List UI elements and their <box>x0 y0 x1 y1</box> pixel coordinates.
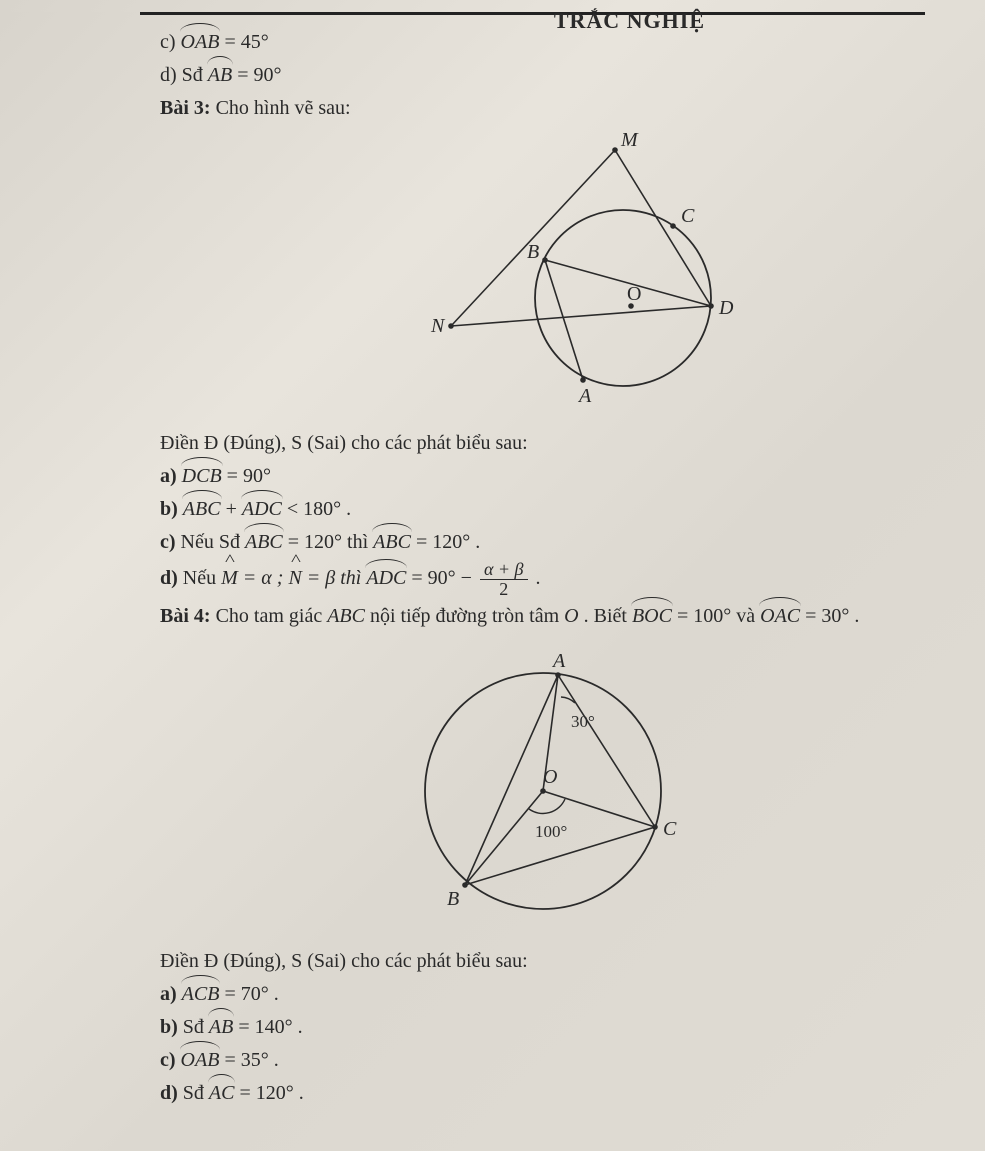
t1: Cho tam giác <box>216 605 323 627</box>
sd: Sđ <box>182 64 203 86</box>
eq: = 90° <box>237 64 281 86</box>
hat-M: M <box>221 563 238 594</box>
svg-text:30°: 30° <box>571 712 595 731</box>
prefix: b) <box>160 1016 178 1038</box>
hat-N: N <box>288 563 301 594</box>
bai3-a: a) DCB = 90° <box>160 461 925 492</box>
eqA: = α ; <box>243 567 284 589</box>
eq: = 35° . <box>224 1049 278 1071</box>
prefix: a) <box>160 465 177 487</box>
arc-AB: AB <box>209 1012 233 1043</box>
mid: = 120° thì <box>288 531 368 553</box>
fraction: α + β 2 <box>480 560 528 599</box>
svg-text:D: D <box>718 297 734 319</box>
rel: < 180° . <box>287 498 351 520</box>
svg-text:N: N <box>430 315 446 337</box>
arc-BOC: BOC <box>632 601 672 632</box>
svg-text:A: A <box>551 650 566 672</box>
content: c) OAB = 45° d) Sđ AB = 90° Bài 3: Cho h… <box>0 15 985 1151</box>
bai3-text: Cho hình vẽ sau: <box>216 97 351 119</box>
arc-OAB: OAB <box>181 27 220 58</box>
prefix: a) <box>160 983 177 1005</box>
arc-ABC-1: ABC <box>245 527 283 558</box>
arc-ACB: ACB <box>182 979 220 1010</box>
svg-text:A: A <box>577 385 592 407</box>
bai4-a: a) ACB = 70° . <box>160 979 925 1010</box>
arc-ABC: ABC <box>183 494 221 525</box>
eq: = 140° . <box>238 1016 302 1038</box>
bai3-label: Bài 3: <box>160 97 211 119</box>
arc-AB: AB <box>208 60 232 91</box>
t3: . Biết <box>584 605 627 627</box>
arc-OAB: OAB <box>181 1045 220 1076</box>
prefix: c) <box>160 1049 176 1071</box>
dot: . <box>536 567 541 589</box>
bai4-label: Bài 4: <box>160 605 211 627</box>
eqB: = β thì <box>307 567 362 589</box>
svg-text:O: O <box>627 283 641 305</box>
diagram-2: A O B C 30° 100° <box>373 636 713 936</box>
bai4-d: d) Sđ AC = 120° . <box>160 1078 925 1109</box>
header-title: TRẮC NGHIỆ <box>554 8 705 34</box>
svg-text:100°: 100° <box>535 822 567 841</box>
eq: = 120° . <box>239 1082 303 1104</box>
svg-text:M: M <box>620 129 639 151</box>
diagram-1: M C B O D N A <box>273 128 813 418</box>
plus: + <box>226 498 237 520</box>
page: TRẮC NGHIỆ c) OAB = 45° d) Sđ AB = 90° B… <box>0 12 985 1151</box>
bai3-b: b) ABC + ADC < 180° . <box>160 494 925 525</box>
eq: = 45° <box>224 31 268 53</box>
arc-ADC: ADC <box>366 563 406 594</box>
line-d: d) Sđ AB = 90° <box>160 60 925 91</box>
prefix: c) <box>160 531 176 553</box>
arc-OAC: OAC <box>760 601 800 632</box>
line-c: c) OAB = 45° <box>160 27 925 58</box>
ABC: ABC <box>327 605 365 627</box>
svg-text:B: B <box>447 888 459 910</box>
arc-ADC: ADC <box>242 494 282 525</box>
arc-AC: AC <box>209 1078 235 1109</box>
bai4-b: b) Sđ AB = 140° . <box>160 1012 925 1043</box>
eq2: = 30° . <box>805 605 859 627</box>
bai3-d: d) Nếu M = α ; N = β thì ADC = 90° − α +… <box>160 560 925 599</box>
prefix: d) <box>160 1082 178 1104</box>
prefix: d) <box>160 64 177 86</box>
arc-ABC-2: ABC <box>373 527 411 558</box>
sd: Sđ <box>183 1082 204 1104</box>
bai3-heading: Bài 3: Cho hình vẽ sau: <box>160 93 925 124</box>
bai4-intro: Điền Đ (Đúng), S (Sai) cho các phát biểu… <box>160 946 925 977</box>
bai3-intro: Điền Đ (Đúng), S (Sai) cho các phát biểu… <box>160 428 925 459</box>
den: 2 <box>480 580 528 599</box>
prefix: b) <box>160 498 178 520</box>
eq: = 70° . <box>224 983 278 1005</box>
bai4-heading: Bài 4: Cho tam giác ABC nội tiếp đường t… <box>160 601 925 632</box>
svg-text:B: B <box>527 241 539 263</box>
eq: = 90° <box>227 465 271 487</box>
and: và <box>736 605 755 627</box>
eq90: = 90° − <box>411 567 472 589</box>
prefix: d) <box>160 567 178 589</box>
bai3-c: c) Nếu Sđ ABC = 120° thì ABC = 120° . <box>160 527 925 558</box>
sd: Sđ <box>183 1016 204 1038</box>
t2: nội tiếp đường tròn tâm <box>370 605 559 627</box>
arc-DCB: DCB <box>182 461 222 492</box>
svg-text:C: C <box>663 818 677 840</box>
eq1: = 100° <box>677 605 731 627</box>
svg-text:O: O <box>543 766 557 788</box>
end: = 120° . <box>416 531 480 553</box>
prefix: c) <box>160 31 176 53</box>
svg-text:C: C <box>681 205 695 227</box>
num: α + β <box>480 560 528 580</box>
t1: Nếu <box>183 567 216 589</box>
O: O <box>564 605 578 627</box>
bai4-c: c) OAB = 35° . <box>160 1045 925 1076</box>
